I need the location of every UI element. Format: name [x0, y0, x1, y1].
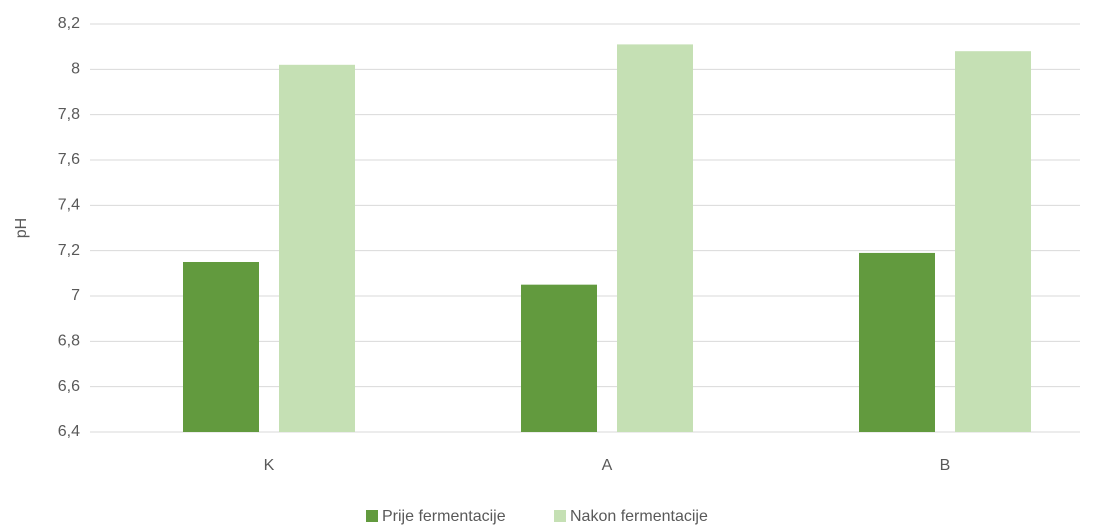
- x-tick-label: B: [940, 457, 951, 474]
- bar: [617, 44, 693, 433]
- x-tick-label: K: [264, 457, 275, 474]
- bar: [279, 64, 355, 433]
- y-tick-label: 7,6: [58, 151, 80, 168]
- y-tick-label: 7,4: [58, 197, 80, 214]
- y-axis-label: pH: [13, 218, 30, 238]
- y-tick-label: 6,8: [58, 333, 80, 350]
- y-tick-label: 7,2: [58, 242, 80, 259]
- bar: [521, 284, 597, 432]
- x-tick-label: A: [602, 457, 613, 474]
- legend-swatch: [366, 510, 378, 522]
- y-tick-label: 7: [71, 287, 80, 304]
- bar: [955, 51, 1031, 432]
- y-tick-label: 8: [71, 61, 80, 78]
- bar: [183, 262, 259, 432]
- y-tick-label: 6,4: [58, 423, 80, 440]
- y-tick-label: 7,8: [58, 106, 80, 123]
- legend-label: Prije fermentacije: [382, 508, 506, 525]
- legend-swatch: [554, 510, 566, 522]
- legend-label: Nakon fermentacije: [570, 508, 708, 525]
- y-tick-label: 6,6: [58, 378, 80, 395]
- y-tick-label: 8,2: [58, 15, 80, 32]
- bar: [859, 252, 935, 432]
